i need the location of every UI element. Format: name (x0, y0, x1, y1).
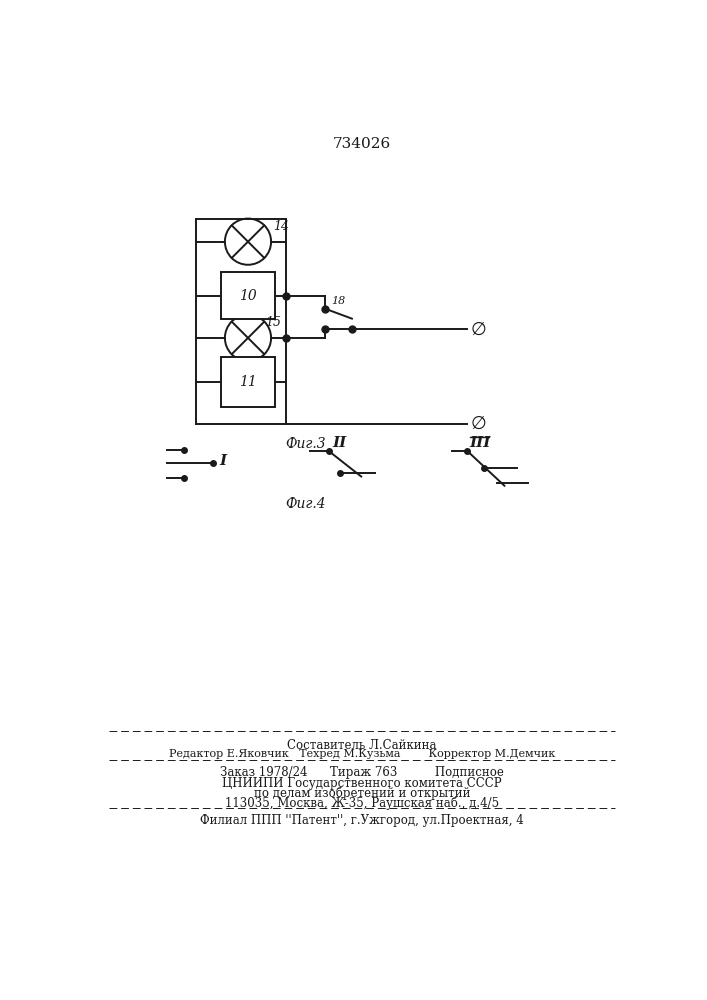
Text: Фиг.4: Фиг.4 (286, 497, 326, 511)
Text: 10: 10 (239, 289, 257, 303)
Text: Фиг.3: Фиг.3 (286, 437, 326, 451)
Text: 18: 18 (331, 296, 346, 306)
Text: $\varnothing$: $\varnothing$ (469, 415, 486, 433)
Text: $\varnothing$: $\varnothing$ (469, 320, 486, 338)
Bar (221, 272, 275, 319)
Text: Редактор Е.Яковчик   Техред М.Кузьма        Корректор М.Демчик: Редактор Е.Яковчик Техред М.Кузьма Корре… (169, 749, 555, 759)
Text: по делам изобретений и открытий: по делам изобретений и открытий (254, 787, 470, 800)
Text: ЦНИИПИ Государственного комитета СССР: ЦНИИПИ Государственного комитета СССР (222, 777, 502, 790)
Text: 734026: 734026 (333, 137, 391, 151)
Text: Составитель Л.Сайкина: Составитель Л.Сайкина (287, 739, 437, 752)
Text: III: III (469, 436, 491, 450)
Bar (221, 357, 275, 407)
Text: Филиал ППП ''Патент'', г.Ужгород, ул.Проектная, 4: Филиал ППП ''Патент'', г.Ужгород, ул.Про… (200, 814, 524, 827)
Text: 15: 15 (265, 316, 281, 329)
Text: 113035, Москва, Ж-35, Раушская наб., д.4/5: 113035, Москва, Ж-35, Раушская наб., д.4… (225, 797, 499, 810)
Text: I: I (219, 454, 227, 468)
Text: 14: 14 (274, 220, 289, 233)
Text: II: II (333, 436, 347, 450)
Text: Заказ 1978/24      Тираж 763          Подписное: Заказ 1978/24 Тираж 763 Подписное (220, 766, 504, 779)
Text: 11: 11 (239, 375, 257, 389)
